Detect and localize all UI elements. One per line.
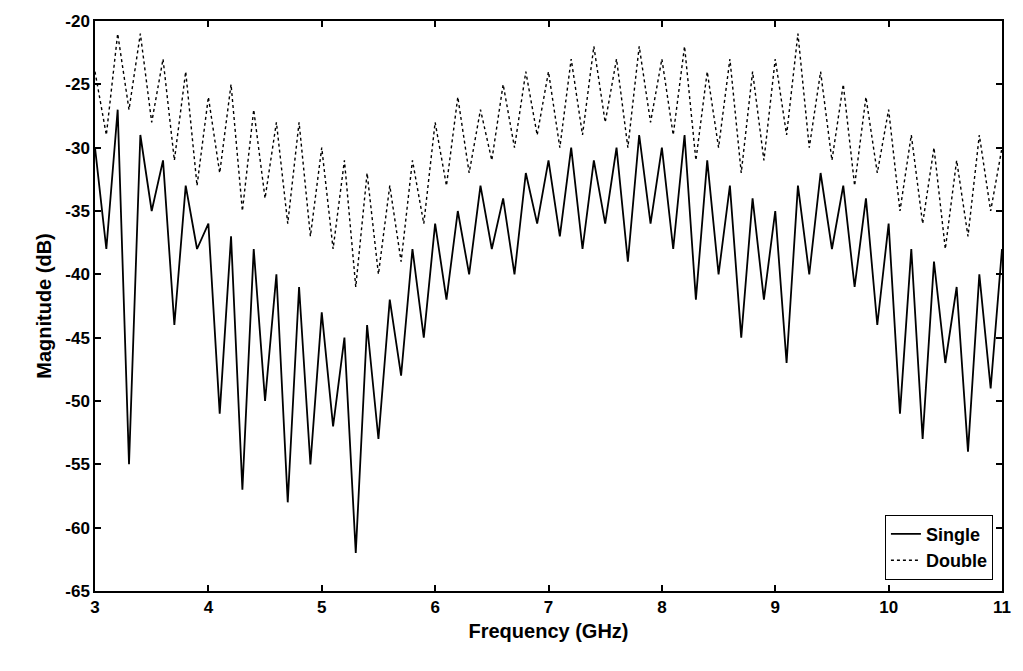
svg-text:Single: Single [926,525,980,545]
svg-text:-55: -55 [65,455,90,474]
svg-text:-65: -65 [65,582,90,601]
svg-text:Magnitude (dB): Magnitude (dB) [33,233,55,379]
svg-text:-30: -30 [65,139,90,158]
svg-text:3: 3 [90,598,99,617]
svg-text:-40: -40 [65,265,90,284]
svg-text:11: 11 [993,598,1011,617]
svg-text:10: 10 [879,598,898,617]
svg-text:Double: Double [926,551,987,571]
svg-text:-50: -50 [65,392,90,411]
svg-text:Frequency (GHz): Frequency (GHz) [468,620,628,642]
svg-text:8: 8 [657,598,666,617]
svg-text:5: 5 [317,598,326,617]
svg-text:9: 9 [771,598,780,617]
svg-text:-25: -25 [65,75,90,94]
svg-text:-60: -60 [65,519,90,538]
svg-text:4: 4 [204,598,214,617]
svg-text:6: 6 [430,598,439,617]
svg-text:7: 7 [544,598,553,617]
svg-text:-45: -45 [65,329,90,348]
svg-text:-35: -35 [65,202,90,221]
svg-text:-20: -20 [65,12,90,31]
